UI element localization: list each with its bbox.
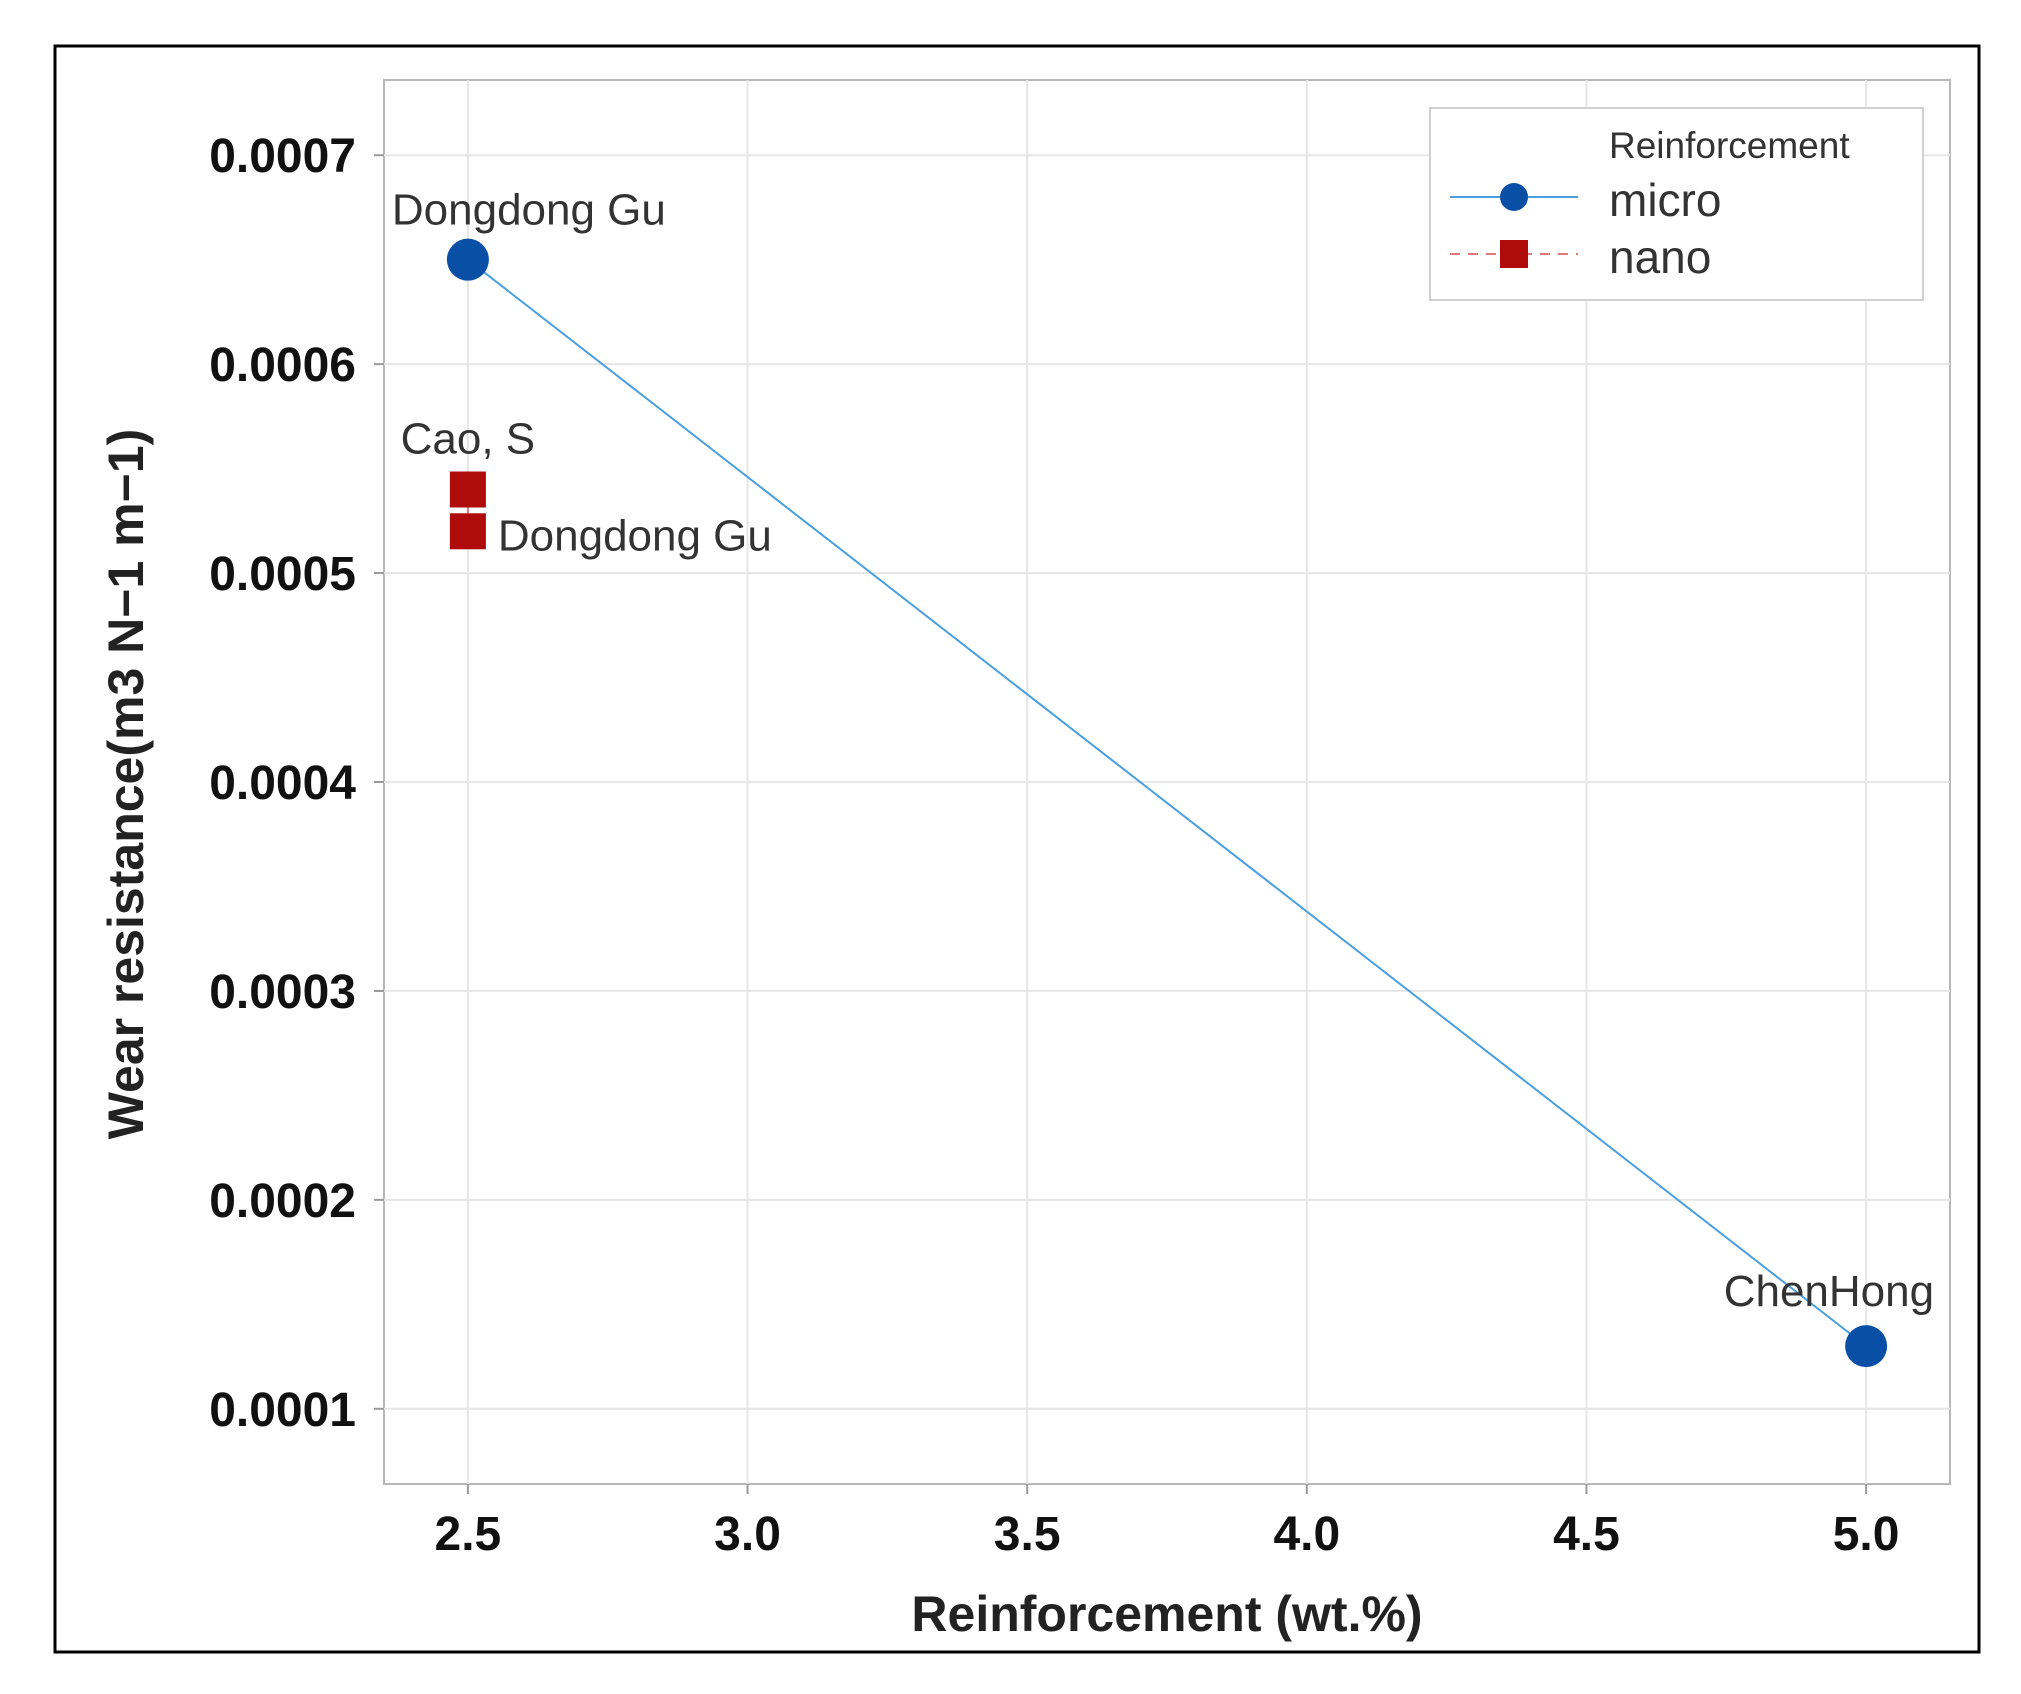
y-axis-title: Wear resistance(m3 N−1 m−1) — [98, 429, 154, 1140]
data-point-micro — [1845, 1325, 1888, 1368]
x-axis-title: Reinforcement (wt.%) — [911, 1586, 1422, 1642]
y-tick-label: 0.0001 — [209, 1384, 356, 1437]
grid-lines — [384, 80, 1950, 1484]
x-tick-label: 4.5 — [1553, 1508, 1620, 1561]
legend: Reinforcement micro nano — [1429, 107, 1924, 301]
x-tick-label: 4.0 — [1273, 1508, 1340, 1561]
point-label: Cao, S — [401, 415, 536, 464]
series-line-micro — [467, 258, 1867, 1347]
y-tick-label: 0.0003 — [209, 966, 356, 1019]
data-point-nano — [449, 513, 486, 550]
point-label: Dongdong Gu — [498, 511, 772, 560]
legend-label-micro: micro — [1609, 174, 1721, 226]
x-tick-label: 2.5 — [435, 1508, 502, 1561]
y-tick-label: 0.0004 — [209, 757, 356, 810]
point-label: Dongdong Gu — [392, 186, 666, 235]
x-tick-label: 3.0 — [714, 1508, 781, 1561]
series-markers — [446, 238, 1888, 1368]
data-point-micro — [446, 238, 489, 281]
point-labels: Dongdong Gu ChenHong Cao, S Dongdong Gu — [392, 186, 1934, 1316]
y-tick-label: 0.0005 — [209, 548, 356, 601]
legend-title: Reinforcement — [1609, 125, 1850, 166]
legend-marker-nano — [1500, 240, 1528, 268]
y-tick-label: 0.0002 — [209, 1175, 356, 1228]
legend-label-nano: nano — [1609, 231, 1711, 283]
axis-ticks: 2.5 3.0 3.5 4.0 4.5 5.0 0.0001 0.0002 0.0003 0.00… — [209, 130, 1899, 1561]
x-tick-label: 5.0 — [1833, 1508, 1900, 1561]
y-tick-label: 0.0006 — [209, 339, 356, 392]
legend-marker-micro — [1500, 183, 1528, 211]
y-tick-label: 0.0007 — [209, 130, 356, 183]
x-tick-label: 3.5 — [994, 1508, 1061, 1561]
data-point-nano — [449, 471, 486, 508]
point-label: ChenHong — [1724, 1267, 1934, 1316]
